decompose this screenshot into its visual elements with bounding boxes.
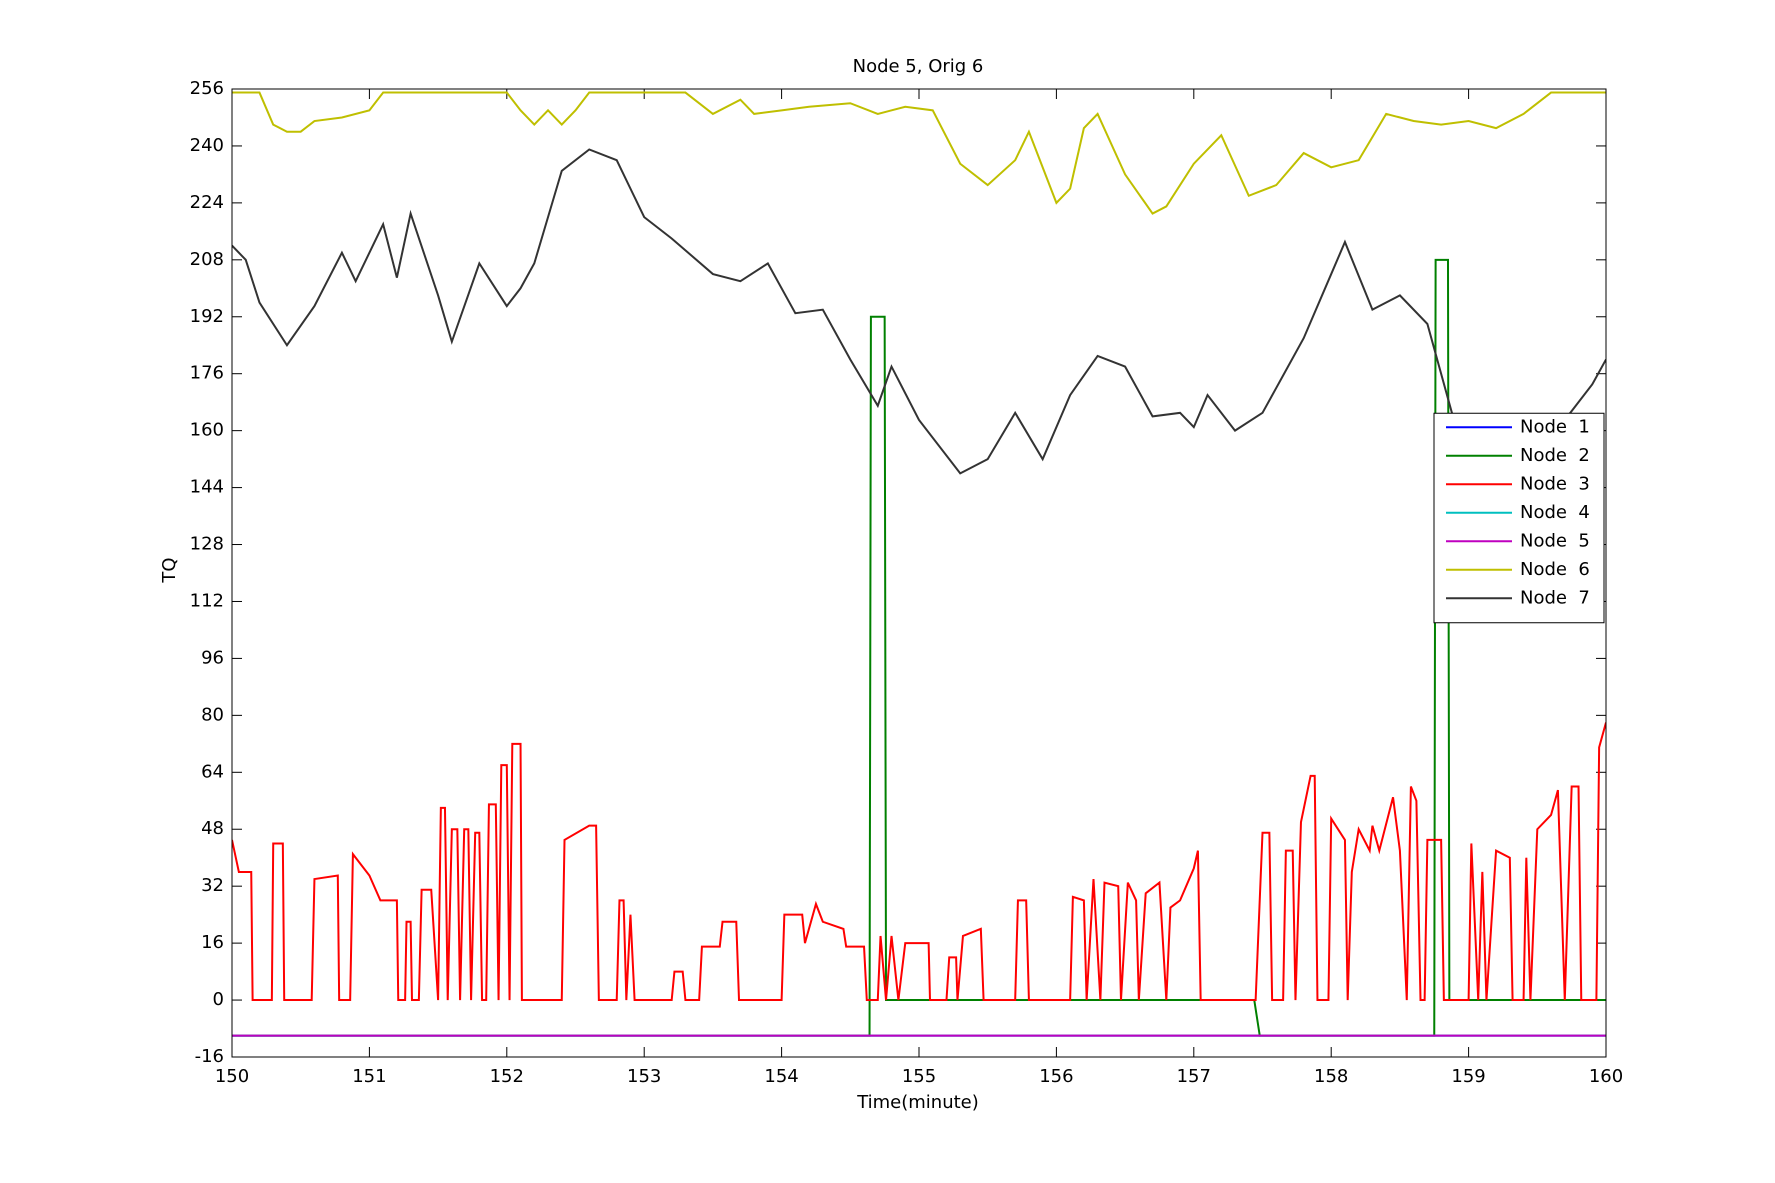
- x-tick-label: 160: [1589, 1066, 1623, 1087]
- x-axis-label: Time(minute): [856, 1092, 979, 1113]
- legend-label: Node 5: [1520, 530, 1590, 551]
- y-tick-label: 80: [201, 704, 224, 725]
- series-line: [232, 91, 1606, 215]
- legend-label: Node 1: [1520, 416, 1590, 437]
- y-tick-label: -16: [195, 1046, 224, 1067]
- x-tick-label: 152: [490, 1066, 524, 1087]
- x-tick-label: 158: [1314, 1066, 1348, 1087]
- y-tick-label: 240: [190, 135, 224, 156]
- legend-label: Node 6: [1520, 559, 1590, 580]
- legend-label: Node 2: [1520, 445, 1590, 466]
- y-tick-label: 144: [190, 477, 224, 498]
- y-tick-label: 96: [201, 647, 224, 668]
- chart-title: Node 5, Orig 6: [853, 56, 984, 77]
- y-tick-label: 0: [213, 989, 224, 1010]
- y-tick-label: 192: [190, 306, 224, 327]
- x-tick-label: 155: [902, 1066, 936, 1087]
- legend-label: Node 4: [1520, 502, 1590, 523]
- legend-label: Node 3: [1520, 473, 1590, 494]
- series-line: [232, 722, 1606, 1002]
- x-tick-label: 150: [215, 1066, 249, 1087]
- x-tick-label: 151: [352, 1066, 386, 1087]
- y-axis-label: TQ: [159, 557, 180, 583]
- x-tick-label: 154: [764, 1066, 798, 1087]
- x-tick-label: 157: [1177, 1066, 1211, 1087]
- y-tick-label: 48: [201, 818, 224, 839]
- x-tick-label: 159: [1451, 1066, 1485, 1087]
- y-tick-label: 256: [190, 78, 224, 99]
- legend-box: [1433, 412, 1605, 624]
- series-line: [232, 258, 1606, 1037]
- x-tick-label: 156: [1039, 1066, 1073, 1087]
- y-tick-label: 16: [201, 932, 224, 953]
- y-tick-label: 160: [190, 420, 224, 441]
- y-tick-label: 64: [201, 761, 224, 782]
- y-tick-label: 128: [190, 534, 224, 555]
- plot-frame: [231, 88, 1607, 1058]
- y-tick-label: 224: [190, 192, 224, 213]
- x-tick-label: 153: [627, 1066, 661, 1087]
- legend-label: Node 7: [1520, 587, 1590, 608]
- y-tick-label: 176: [190, 363, 224, 384]
- series-line: [232, 148, 1606, 486]
- y-tick-label: 208: [190, 249, 224, 270]
- y-tick-label: 112: [190, 590, 224, 611]
- y-tick-label: 32: [201, 875, 224, 896]
